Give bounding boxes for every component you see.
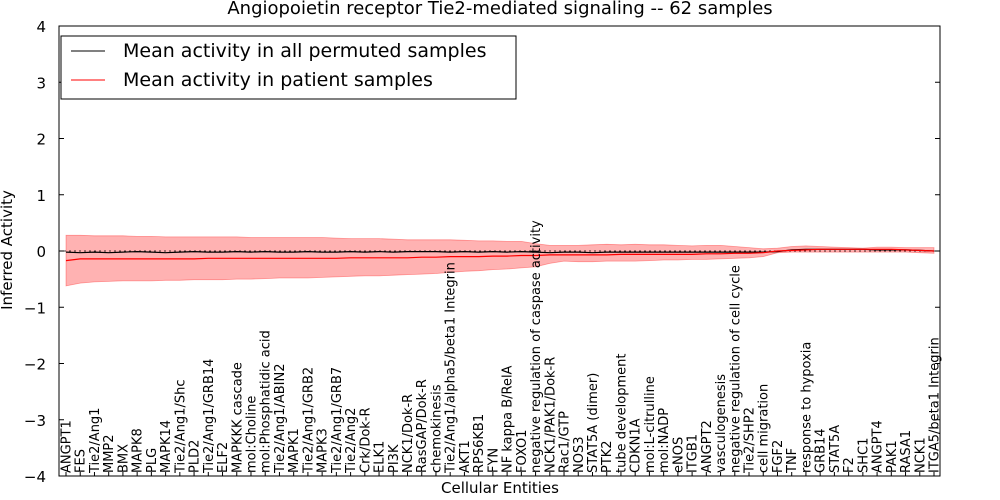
x-tick-label: eNOS: [671, 437, 686, 473]
x-tick-label: NOS3: [572, 437, 587, 473]
y-tick-label: 3: [36, 74, 46, 92]
chart-title: Angiopoietin receptor Tie2-mediated sign…: [227, 0, 772, 19]
y-tick-label: 2: [36, 131, 46, 149]
x-tick-label: ANGPT1: [60, 420, 75, 473]
x-tick-label: FOXO1: [515, 430, 530, 473]
series-layer: [65, 248, 935, 262]
x-tick-label: tube development: [615, 354, 630, 473]
x-tick-label: Tie2/Ang1: [88, 408, 103, 474]
x-tick-label: FYN: [486, 448, 501, 473]
x-tick-label: FES: [74, 449, 89, 473]
x-tick-label: PLD2: [188, 440, 203, 473]
x-tick-label: ANGPT4: [871, 420, 886, 473]
x-tick-label: Rac1/GTP: [558, 411, 573, 473]
x-tick-label: response to hypoxia: [799, 342, 814, 473]
x-tick-label: chemokinesis: [430, 384, 445, 473]
y-tick-label: 1: [36, 187, 46, 205]
x-tick-label: Crk/Dok-R: [358, 407, 373, 473]
x-tick-label: vasculogenesis: [714, 374, 729, 473]
x-tick-label: Tie2/Ang1/Shc: [173, 380, 188, 474]
x-tick-label: RasGAP/Dok-R: [415, 379, 430, 473]
x-axis-label: Cellular Entities: [441, 479, 559, 497]
x-tick-label: Tie2/Ang2: [344, 408, 359, 474]
y-tick-label: −2: [24, 356, 46, 374]
x-tick-label: MAPK8: [131, 428, 146, 473]
x-tick-label: ELF2: [216, 442, 231, 473]
band-layer: [65, 234, 935, 287]
x-tick-label: negative regulation of caspase activity: [529, 220, 544, 473]
x-tick-label: Tie2/Ang1/GRB2: [301, 367, 316, 474]
x-tick-label: Tie2/Ang1/GRB7: [330, 367, 345, 474]
x-tick-label: mol:NADP: [657, 408, 672, 473]
x-tick-label: RASA1: [899, 430, 914, 473]
x-tick-label: Tie2/SHP2: [743, 407, 758, 474]
x-tick-label: BMX: [116, 444, 131, 473]
legend-label-permuted: Mean activity in all permuted samples: [123, 40, 486, 62]
x-tick-label: STAT5A: [828, 425, 843, 473]
x-tick-label: MAPK3: [316, 428, 331, 473]
x-tick-label: ITGA5/beta1 Integrin: [928, 337, 943, 473]
x-tick-label: cell migration: [757, 384, 772, 473]
x-tick-label: PI3K: [387, 444, 402, 473]
x-tick-label: MAPKKK cascade: [230, 362, 245, 473]
patient-mean-line: [65, 248, 935, 262]
x-tick-label: MMP2: [102, 434, 117, 473]
x-tick-label: PLG: [145, 448, 160, 473]
y-tick-label: 0: [36, 243, 46, 261]
x-tick-label: mol:L-citrulline: [643, 376, 658, 473]
y-tick-label: −3: [24, 412, 46, 430]
x-tick-label: MAPK14: [159, 420, 174, 473]
x-tick-label: mol:Choline: [245, 396, 260, 473]
x-tick-label: ELK1: [373, 441, 388, 473]
legend-label-patient: Mean activity in patient samples: [123, 69, 433, 91]
legend-box: [60, 35, 517, 100]
y-tick-label: 4: [36, 18, 46, 36]
x-tick-label: NCK1: [913, 437, 928, 473]
y-tick-label: −4: [24, 468, 46, 486]
x-tick-label: Tie2/Ang1/GRB14: [202, 359, 217, 474]
x-tick-label: NCK1/Dok-R: [401, 394, 416, 473]
x-tick-label: mol:Phosphatidic acid: [259, 330, 274, 473]
x-tick-label: PTK2: [600, 440, 615, 473]
y-axis-label: Inferred Activity: [0, 190, 16, 310]
patient-spread-band: [65, 234, 935, 287]
x-tick-label: GRB14: [814, 428, 829, 473]
x-tick-label: ANGPT2: [700, 420, 715, 473]
y-tick-label: −1: [24, 299, 46, 317]
x-tick-label: TNF: [785, 448, 800, 474]
x-tick-label: MAPK1: [287, 428, 302, 473]
x-tick-label-layer: ANGPT1 FES Tie2/Ang1 MMP2 BMX MAPK8 PLG MAPK14 T…: [60, 220, 943, 476]
x-tick-label: FGF2: [771, 440, 786, 473]
x-tick-label: NF kappa B/RelA: [501, 365, 516, 473]
legend: Mean activity in all permuted samples Me…: [60, 35, 517, 100]
x-tick-label: NCK1/PAK1/Dok-R: [543, 357, 558, 473]
x-tick-label: ITGB1: [686, 434, 701, 473]
x-tick-label: AKT1: [458, 440, 473, 473]
x-tick-label: SHC1: [856, 438, 871, 473]
x-tick-label: negative regulation of cell cycle: [728, 265, 743, 473]
x-tick-label: Tie2/Ang1/ABIN2: [273, 364, 288, 474]
x-tick-label: STAT5A (dimer): [586, 373, 601, 473]
x-tick-label: Tie2/Ang1/alpha5/beta1 Integrin: [444, 262, 459, 474]
x-tick-label: CDKN1A: [629, 418, 644, 473]
x-tick-label: PAK1: [885, 440, 900, 473]
x-tick-label: F2: [842, 457, 857, 473]
x-tick-label: RPS6KB1: [472, 414, 487, 473]
y-axis: −4 −3 −2 −1 0 1 2 3 4: [24, 18, 940, 486]
